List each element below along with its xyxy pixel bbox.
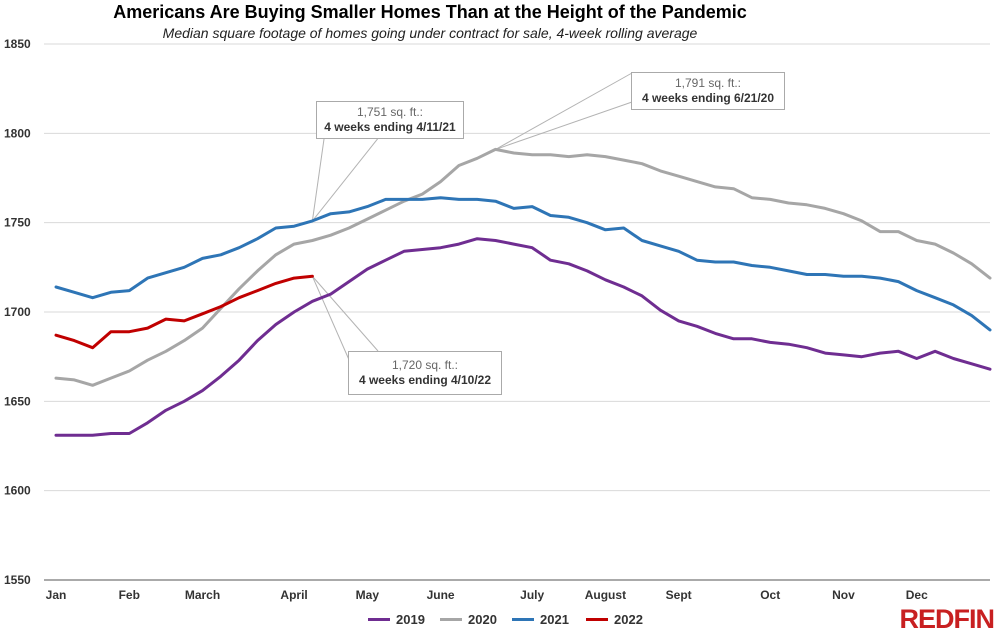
x-tick-label: April (280, 588, 307, 602)
annotation-2020-date: 4 weeks ending 6/21/20 (641, 91, 775, 105)
legend-item-2019: 2019 (368, 612, 425, 627)
x-tick-label: Dec (906, 588, 928, 602)
x-tick-label: Nov (832, 588, 855, 602)
annotation-leader (312, 275, 379, 352)
redfin-logo: REDFIN (899, 604, 995, 634)
annotation-2021: 1,751 sq. ft.: 4 weeks ending 4/11/21 (316, 101, 464, 139)
x-tick-label: Oct (760, 588, 780, 602)
y-tick-label: 1850 (4, 37, 31, 51)
series-line-2020 (54, 147, 992, 387)
chart-title: Americans Are Buying Smaller Homes Than … (113, 2, 747, 22)
legend-swatch-2021 (512, 618, 534, 621)
annotation-2020-value: 1,791 sq. ft.: (674, 76, 742, 90)
x-axis-ticks: Jan Feb March April May June July August Sept Oct… (46, 588, 928, 602)
legend-swatch-2019 (368, 618, 390, 621)
legend-item-2020: 2020 (440, 612, 497, 627)
y-tick-label: 1700 (4, 305, 31, 319)
legend-swatch-2020 (440, 618, 462, 621)
chart-subtitle: Median square footage of homes going und… (162, 25, 698, 41)
x-tick-label: Jan (46, 588, 67, 602)
x-tick-label: May (356, 588, 380, 602)
x-tick-label: Sept (666, 588, 692, 602)
series-lines (54, 147, 992, 437)
annotation-leader (311, 131, 326, 221)
y-tick-label: 1600 (4, 484, 31, 498)
legend-label-2019: 2019 (396, 612, 425, 627)
annotation-2020: 1,791 sq. ft.: 4 weeks ending 6/21/20 (631, 72, 785, 110)
legend-item-2021: 2021 (512, 612, 569, 627)
annotation-2021-date: 4 weeks ending 4/11/21 (324, 120, 456, 134)
x-tick-label: August (585, 588, 626, 602)
annotation-leader-lines (311, 72, 633, 363)
annotation-2022-date: 4 weeks ending 4/10/22 (358, 373, 492, 387)
series-line-2019 (54, 237, 992, 437)
x-tick-label: March (185, 588, 220, 602)
legend-label-2022: 2022 (614, 612, 643, 627)
x-tick-label: June (427, 588, 455, 602)
x-tick-label: July (520, 588, 544, 602)
legend-item-2022: 2022 (586, 612, 643, 627)
legend-label-2021: 2021 (540, 612, 569, 627)
legend-label-2020: 2020 (468, 612, 497, 627)
y-tick-label: 1550 (4, 573, 31, 587)
series-line-2021 (54, 196, 992, 332)
annotation-2022-value: 1,720 sq. ft.: (391, 358, 459, 372)
y-tick-label: 1650 (4, 394, 31, 408)
legend-swatch-2022 (586, 618, 608, 621)
series-line-2022 (54, 274, 314, 350)
line-chart: 1550 1600 1650 1700 1750 1800 1850 Jan Feb March… (4, 37, 992, 602)
gridlines (44, 43, 990, 581)
x-tick-label: Feb (119, 588, 140, 602)
annotation-leader (495, 101, 633, 150)
annotation-2022: 1,720 sq. ft.: 4 weeks ending 4/10/22 (348, 351, 502, 395)
annotation-leader (311, 276, 351, 363)
annotation-leader (312, 131, 384, 222)
y-tick-label: 1800 (4, 126, 31, 140)
annotation-leader (495, 72, 633, 150)
chart-legend: 2019 2020 2021 2022 (0, 612, 1002, 632)
annotation-2021-value: 1,751 sq. ft.: (356, 105, 424, 119)
y-tick-label: 1750 (4, 216, 31, 230)
y-axis-ticks: 1550 1600 1650 1700 1750 1800 1850 (4, 37, 31, 587)
